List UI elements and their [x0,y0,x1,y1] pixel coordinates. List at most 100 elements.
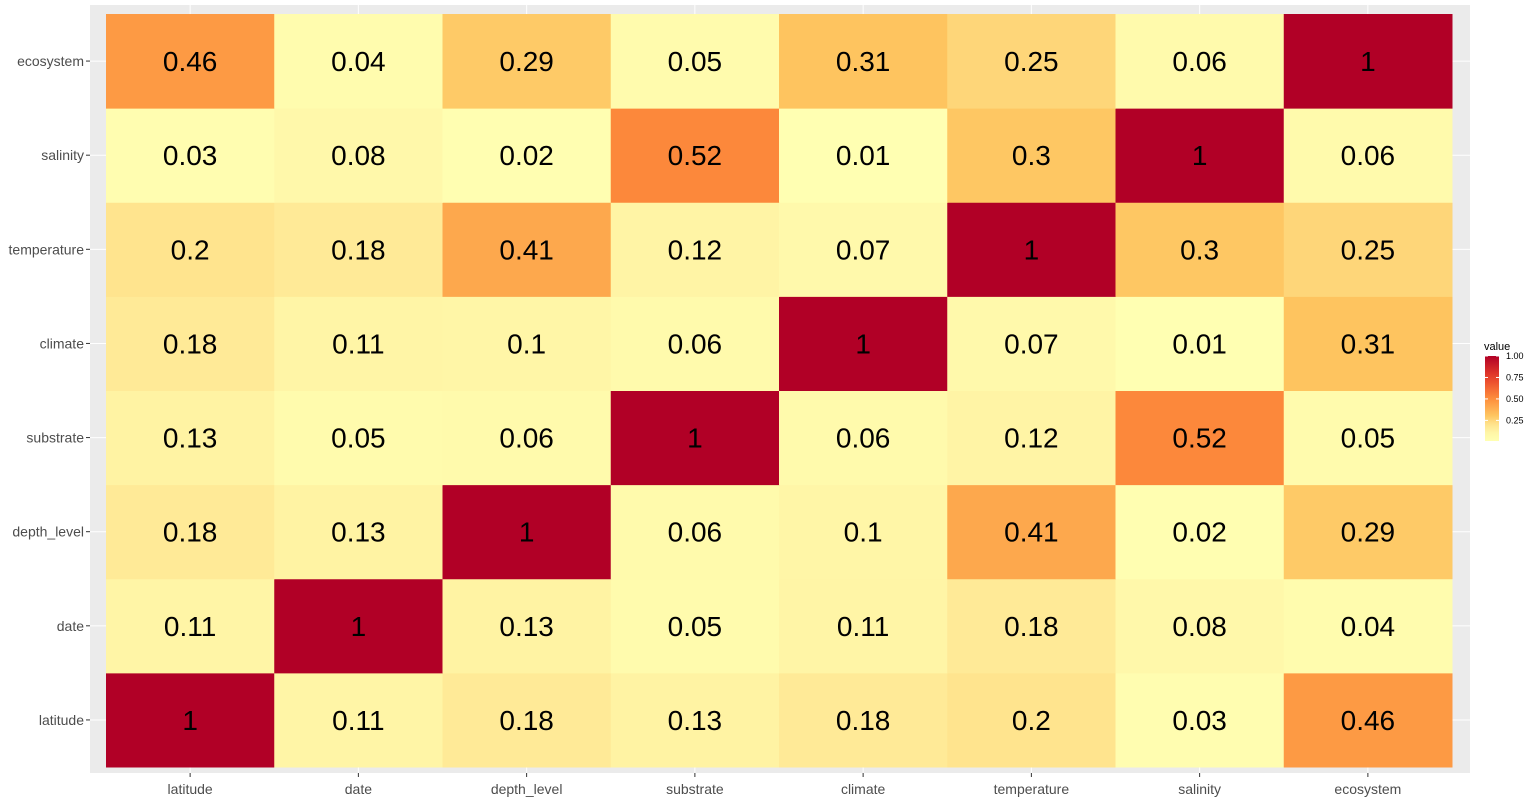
heatmap-cell-date-temperature [947,578,1116,674]
legend-title: value [1484,341,1510,353]
heatmap-cell-date-substrate [610,578,780,674]
heatmap-cell-salinity-salinity [1115,108,1285,203]
cell-label-latitude-date: 0.11 [332,705,384,736]
heatmap-cell-climate-temperature [947,296,1116,391]
cell-label-ecosystem-latitude: 0.46 [163,46,218,77]
heatmap-cell-date-ecosystem [1283,578,1453,674]
heatmap-cell-temperature-ecosystem [1283,202,1453,297]
heatmap-cell-climate-salinity [1115,296,1285,391]
cell-label-latitude-substrate: 0.13 [668,705,723,736]
heatmap-cell-ecosystem-temperature [947,14,1116,109]
y-tick-label-temperature: temperature [9,241,85,257]
cell-label-date-temperature: 0.18 [1004,611,1059,642]
heatmap-cell-depth_level-climate [779,484,948,580]
cell-label-depth_level-climate: 0.1 [844,517,883,548]
heatmap-cell-salinity-date [274,108,443,203]
heatmap-cell-latitude-substrate [610,672,780,768]
cell-label-depth_level-ecosystem: 0.29 [1341,517,1396,548]
cell-label-latitude-temperature: 0.2 [1012,705,1051,736]
cell-label-date-depth_level: 0.13 [499,611,554,642]
cell-label-ecosystem-climate: 0.31 [836,46,891,77]
heatmap-cell-ecosystem-ecosystem [1283,14,1453,109]
cell-label-substrate-salinity: 0.52 [1172,423,1227,454]
cell-label-salinity-substrate: 0.52 [668,140,723,171]
heatmap-cell-date-date [274,578,443,674]
cell-label-temperature-depth_level: 0.41 [499,234,554,265]
legend-ticks: 1.00 0.75 0.50 0.25 [1485,351,1524,425]
heatmap-cell-temperature-depth_level [442,202,612,297]
heatmap-cell-depth_level-temperature [947,484,1116,580]
cell-label-date-ecosystem: 0.04 [1341,611,1396,642]
cell-label-climate-latitude: 0.18 [163,328,218,359]
cell-label-salinity-latitude: 0.03 [163,140,218,171]
heatmap-cell-depth_level-salinity [1115,484,1285,580]
cell-label-depth_level-depth_level: 1 [519,517,535,548]
heatmap-cell-salinity-latitude [106,108,275,203]
heatmap-cell-depth_level-substrate [610,484,780,580]
heatmap-cell-ecosystem-substrate [610,14,780,109]
heatmap-cell-salinity-depth_level [442,108,612,203]
legend-tick-label: 0.50 [1506,394,1524,404]
heatmap-cell-substrate-date [274,390,443,486]
heatmap-cell-date-salinity [1115,578,1285,674]
heatmap-cell-climate-depth_level [442,296,612,391]
heatmap-cell-temperature-climate [779,202,948,297]
x-tick-label-substrate: substrate [666,781,724,797]
heatmap-cell-substrate-ecosystem [1283,390,1453,486]
heatmap-cell-salinity-ecosystem [1283,108,1453,203]
heatmap-cell-depth_level-ecosystem [1283,484,1453,580]
cell-label-depth_level-salinity: 0.02 [1172,517,1227,548]
heatmap-cell-ecosystem-depth_level [442,14,612,109]
legend-tick-label: 0.75 [1506,372,1524,382]
x-tick-label-depth_level: depth_level [491,781,563,797]
heatmap-cell-depth_level-date [274,484,443,580]
heatmap-cell-salinity-temperature [947,108,1116,203]
heatmap-cell-substrate-climate [779,390,948,486]
x-tick-label-salinity: salinity [1178,781,1221,797]
heatmap-cell-latitude-latitude [106,672,275,768]
cell-label-salinity-climate: 0.01 [836,140,891,171]
heatmap-cell-date-depth_level [442,578,612,674]
cell-label-climate-salinity: 0.01 [1172,328,1227,359]
cell-label-ecosystem-ecosystem: 1 [1360,46,1376,77]
cell-label-ecosystem-date: 0.04 [331,46,386,77]
cell-label-ecosystem-depth_level: 0.29 [499,46,554,77]
y-tick-label-ecosystem: ecosystem [17,53,84,69]
y-axis: latitude date depth_level substrate climate t… [9,53,90,728]
heatmap-cell-climate-ecosystem [1283,296,1453,391]
cell-label-latitude-climate: 0.18 [836,705,891,736]
cell-label-latitude-latitude: 1 [182,705,198,736]
legend-tick-label: 1.00 [1506,351,1524,361]
heatmap-cell-latitude-date [274,672,443,768]
cell-label-salinity-temperature: 0.3 [1012,140,1051,171]
heatmap-cell-temperature-substrate [610,202,780,297]
legend-tick-label: 0.25 [1506,415,1524,425]
heatmap-cell-climate-date [274,296,443,391]
cell-label-temperature-date: 0.18 [331,234,386,265]
cell-label-substrate-temperature: 0.12 [1004,423,1059,454]
heatmap-cell-substrate-temperature [947,390,1116,486]
heatmap-cell-latitude-ecosystem [1283,672,1453,768]
heatmap-cell-ecosystem-latitude [106,14,275,109]
x-axis: latitude date depth_level substrate climate t… [168,773,1401,797]
cell-label-depth_level-date: 0.13 [331,517,386,548]
y-tick-label-date: date [57,618,84,634]
heatmap-cell-date-latitude [106,578,275,674]
heatmap-cell-salinity-substrate [610,108,780,203]
heatmap-cell-substrate-latitude [106,390,275,486]
cell-label-temperature-salinity: 0.3 [1180,234,1219,265]
y-tick-label-salinity: salinity [41,147,84,163]
cell-label-salinity-date: 0.08 [331,140,386,171]
heatmap-cell-latitude-salinity [1115,672,1285,768]
heatmap-cell-ecosystem-climate [779,14,948,109]
cell-label-salinity-ecosystem: 0.06 [1341,140,1396,171]
cell-value-labels: 1 0.11 0.18 0.13 0.18 0.2 0.03 0.460.11 1 0.13 0.0… [163,46,1395,736]
cell-label-substrate-depth_level: 0.06 [499,423,554,454]
cell-label-date-substrate: 0.05 [668,611,723,642]
cell-label-substrate-ecosystem: 0.05 [1341,423,1396,454]
cell-label-temperature-climate: 0.07 [836,234,891,265]
heatmap-cell-latitude-depth_level [442,672,612,768]
cell-label-date-latitude: 0.11 [164,611,216,642]
x-tick-label-climate: climate [841,781,886,797]
